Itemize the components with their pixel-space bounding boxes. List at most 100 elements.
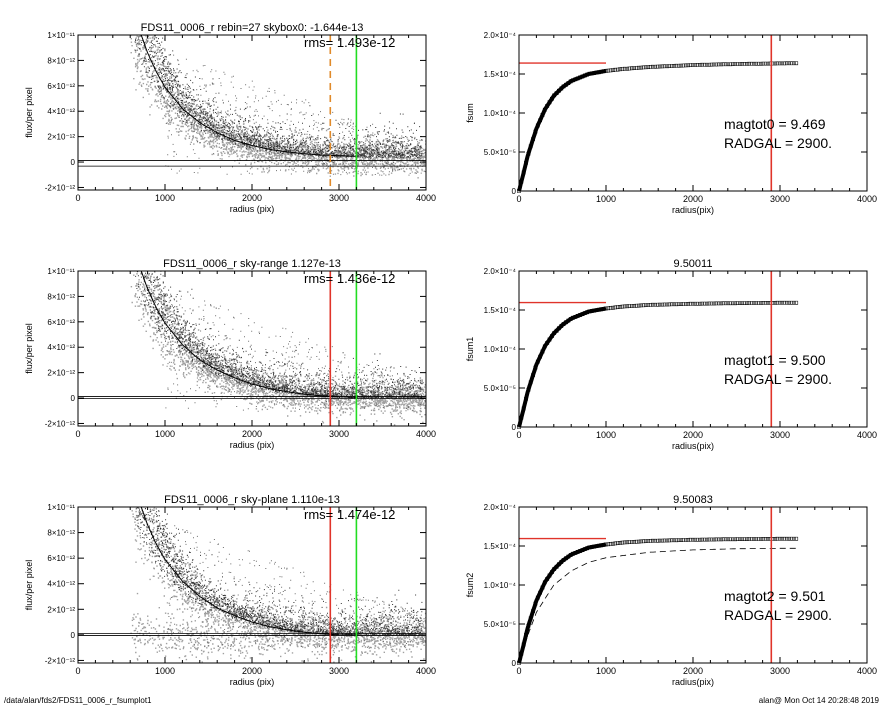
footer-path: /data/alan/fds2/FDS11_0006_r_fsumplot1 — [4, 696, 152, 705]
y-axis-label: fsum1 — [465, 337, 475, 362]
chart-title: 9.50011 — [674, 258, 713, 270]
y-tick-label: 1.0×10⁻⁴ — [484, 345, 517, 354]
x-tick-label: 3000 — [770, 430, 790, 440]
y-tick-label: 8×10⁻¹² — [47, 529, 75, 538]
x-axis-label: radius (pix) — [230, 204, 275, 214]
chart-title: 9.50083 — [673, 494, 713, 506]
scatter-light — [130, 507, 426, 663]
x-tick-label: 4000 — [416, 666, 436, 676]
y-tick-label: 4×10⁻¹² — [47, 343, 75, 352]
x-axis-label: radius(pix) — [672, 441, 714, 451]
y-axis-label: flux/per pixel — [24, 87, 34, 138]
growth-curve-panel-5: 0 1000 2000 3000 4000 0 5.0×10⁻⁵ 1.0×10⁻⁴ 1.5×10… — [465, 494, 877, 687]
x-tick-label: 0 — [516, 194, 521, 204]
y-tick-label: 2.0×10⁻⁴ — [484, 31, 517, 40]
y-tick-label: 1×10⁻¹¹ — [47, 31, 75, 40]
x-tick-label: 1000 — [596, 194, 616, 204]
x-tick-label: 0 — [75, 666, 80, 676]
x-tick-label: 3000 — [329, 193, 349, 203]
x-tick-label: 3000 — [329, 429, 349, 439]
curve-markers — [517, 61, 799, 193]
x-tick-label: 4000 — [857, 194, 877, 204]
scatter-points — [78, 35, 426, 190]
plot-frame — [77, 270, 427, 427]
curve-line — [517, 68, 607, 192]
y-axis-label: flux/per pixel — [24, 323, 34, 374]
curve-line — [517, 306, 607, 428]
curve-line — [517, 542, 607, 664]
magnitude-label: RADGAL = 2900. — [724, 371, 832, 387]
x-tick-label: 0 — [516, 430, 521, 440]
x-tick-label: 4000 — [416, 429, 436, 439]
y-tick-label: 1.0×10⁻⁴ — [484, 109, 517, 118]
x-axis-label: radius (pix) — [230, 440, 275, 450]
x-tick-label: 2000 — [683, 194, 703, 204]
y-tick-label: 1.5×10⁻⁴ — [484, 306, 517, 315]
curve-markers — [517, 300, 799, 429]
x-tick-label: 2000 — [683, 666, 703, 676]
y-tick-label: 2×10⁻¹² — [47, 133, 75, 142]
scatter-points — [78, 507, 426, 663]
plot-frame — [518, 34, 868, 192]
x-tick-label: 2000 — [242, 193, 262, 203]
footer-timestamp: alan@ Mon Oct 14 20:28:48 2019 — [758, 696, 879, 705]
plot-frame — [77, 34, 427, 191]
y-tick-label: 1×10⁻¹¹ — [47, 503, 75, 512]
y-tick-label: 0 — [71, 158, 76, 167]
y-tick-label: 6×10⁻¹² — [47, 554, 75, 563]
y-tick-label: 5.0×10⁻⁵ — [484, 384, 516, 393]
x-tick-label: 0 — [516, 666, 521, 676]
scatter-dark — [135, 271, 423, 399]
y-tick-label: 1.5×10⁻⁴ — [484, 70, 517, 79]
x-tick-label: 2000 — [242, 429, 262, 439]
x-tick-label: 3000 — [329, 666, 349, 676]
y-tick-label: 0 — [512, 659, 517, 668]
profile-panel-2: 0 1000 2000 3000 4000 1×10⁻¹¹ 8×10⁻¹² 6×10⁻¹² 4×… — [24, 494, 436, 687]
y-tick-label: 0 — [512, 423, 517, 432]
y-tick-label: -2×10⁻¹² — [45, 183, 76, 192]
magnitude-label: RADGAL = 2900. — [724, 607, 832, 623]
scatter-light — [130, 35, 426, 179]
y-tick-label: 5.0×10⁻⁵ — [484, 148, 516, 157]
y-tick-label: 4×10⁻¹² — [47, 580, 75, 589]
rms-annotation: rms= 1.493e-12 — [304, 35, 395, 50]
y-tick-label: 1.5×10⁻⁴ — [484, 542, 517, 551]
x-tick-label: 0 — [75, 193, 80, 203]
y-tick-label: 2.0×10⁻⁴ — [484, 267, 517, 276]
y-tick-label: 5.0×10⁻⁵ — [484, 620, 516, 629]
x-tick-label: 2000 — [683, 430, 703, 440]
magnitude-label: RADGAL = 2900. — [724, 135, 832, 151]
x-tick-label: 1000 — [155, 429, 175, 439]
y-tick-label: 4×10⁻¹² — [47, 107, 75, 116]
x-axis-label: radius(pix) — [672, 205, 714, 215]
y-tick-label: 8×10⁻¹² — [47, 56, 75, 65]
y-tick-label: 1.0×10⁻⁴ — [484, 581, 517, 590]
scatter-light — [130, 271, 426, 426]
magnitude-label: magtot0 = 9.469 — [724, 116, 826, 132]
y-tick-label: -2×10⁻¹² — [45, 419, 76, 428]
magnitude-label: magtot2 = 9.501 — [724, 588, 826, 604]
y-tick-label: 2.0×10⁻⁴ — [484, 503, 517, 512]
growth-curve-panel-4: 0 1000 2000 3000 4000 0 5.0×10⁻⁵ 1.0×10⁻⁴ 1.5×10… — [465, 258, 877, 451]
y-tick-label: 8×10⁻¹² — [47, 292, 75, 301]
y-tick-label: 1×10⁻¹¹ — [47, 267, 75, 276]
curve-markers — [517, 536, 799, 665]
x-tick-label: 1000 — [155, 666, 175, 676]
rms-annotation: rms= 1.436e-12 — [304, 271, 395, 286]
chart-title: FDS11_0006_r sky-plane 1.110e-13 — [164, 494, 340, 506]
y-tick-label: 2×10⁻¹² — [47, 605, 75, 614]
y-axis-label: flux/per pixel — [24, 560, 34, 611]
y-tick-label: 6×10⁻¹² — [47, 318, 75, 327]
x-tick-label: 4000 — [416, 193, 436, 203]
scatter-points — [78, 271, 426, 426]
magnitude-label: magtot1 = 9.500 — [724, 352, 826, 368]
plot-frame — [518, 506, 868, 664]
profile-panel-1: 0 1000 2000 3000 4000 1×10⁻¹¹ 8×10⁻¹² 6×10⁻¹² 4×… — [24, 258, 436, 450]
y-tick-label: 0 — [71, 394, 76, 403]
y-tick-label: 2×10⁻¹² — [47, 369, 75, 378]
plot-frame — [518, 270, 868, 428]
rms-annotation: rms= 1.474e-12 — [304, 507, 395, 522]
y-tick-label: 0 — [71, 631, 76, 640]
x-tick-label: 1000 — [596, 430, 616, 440]
